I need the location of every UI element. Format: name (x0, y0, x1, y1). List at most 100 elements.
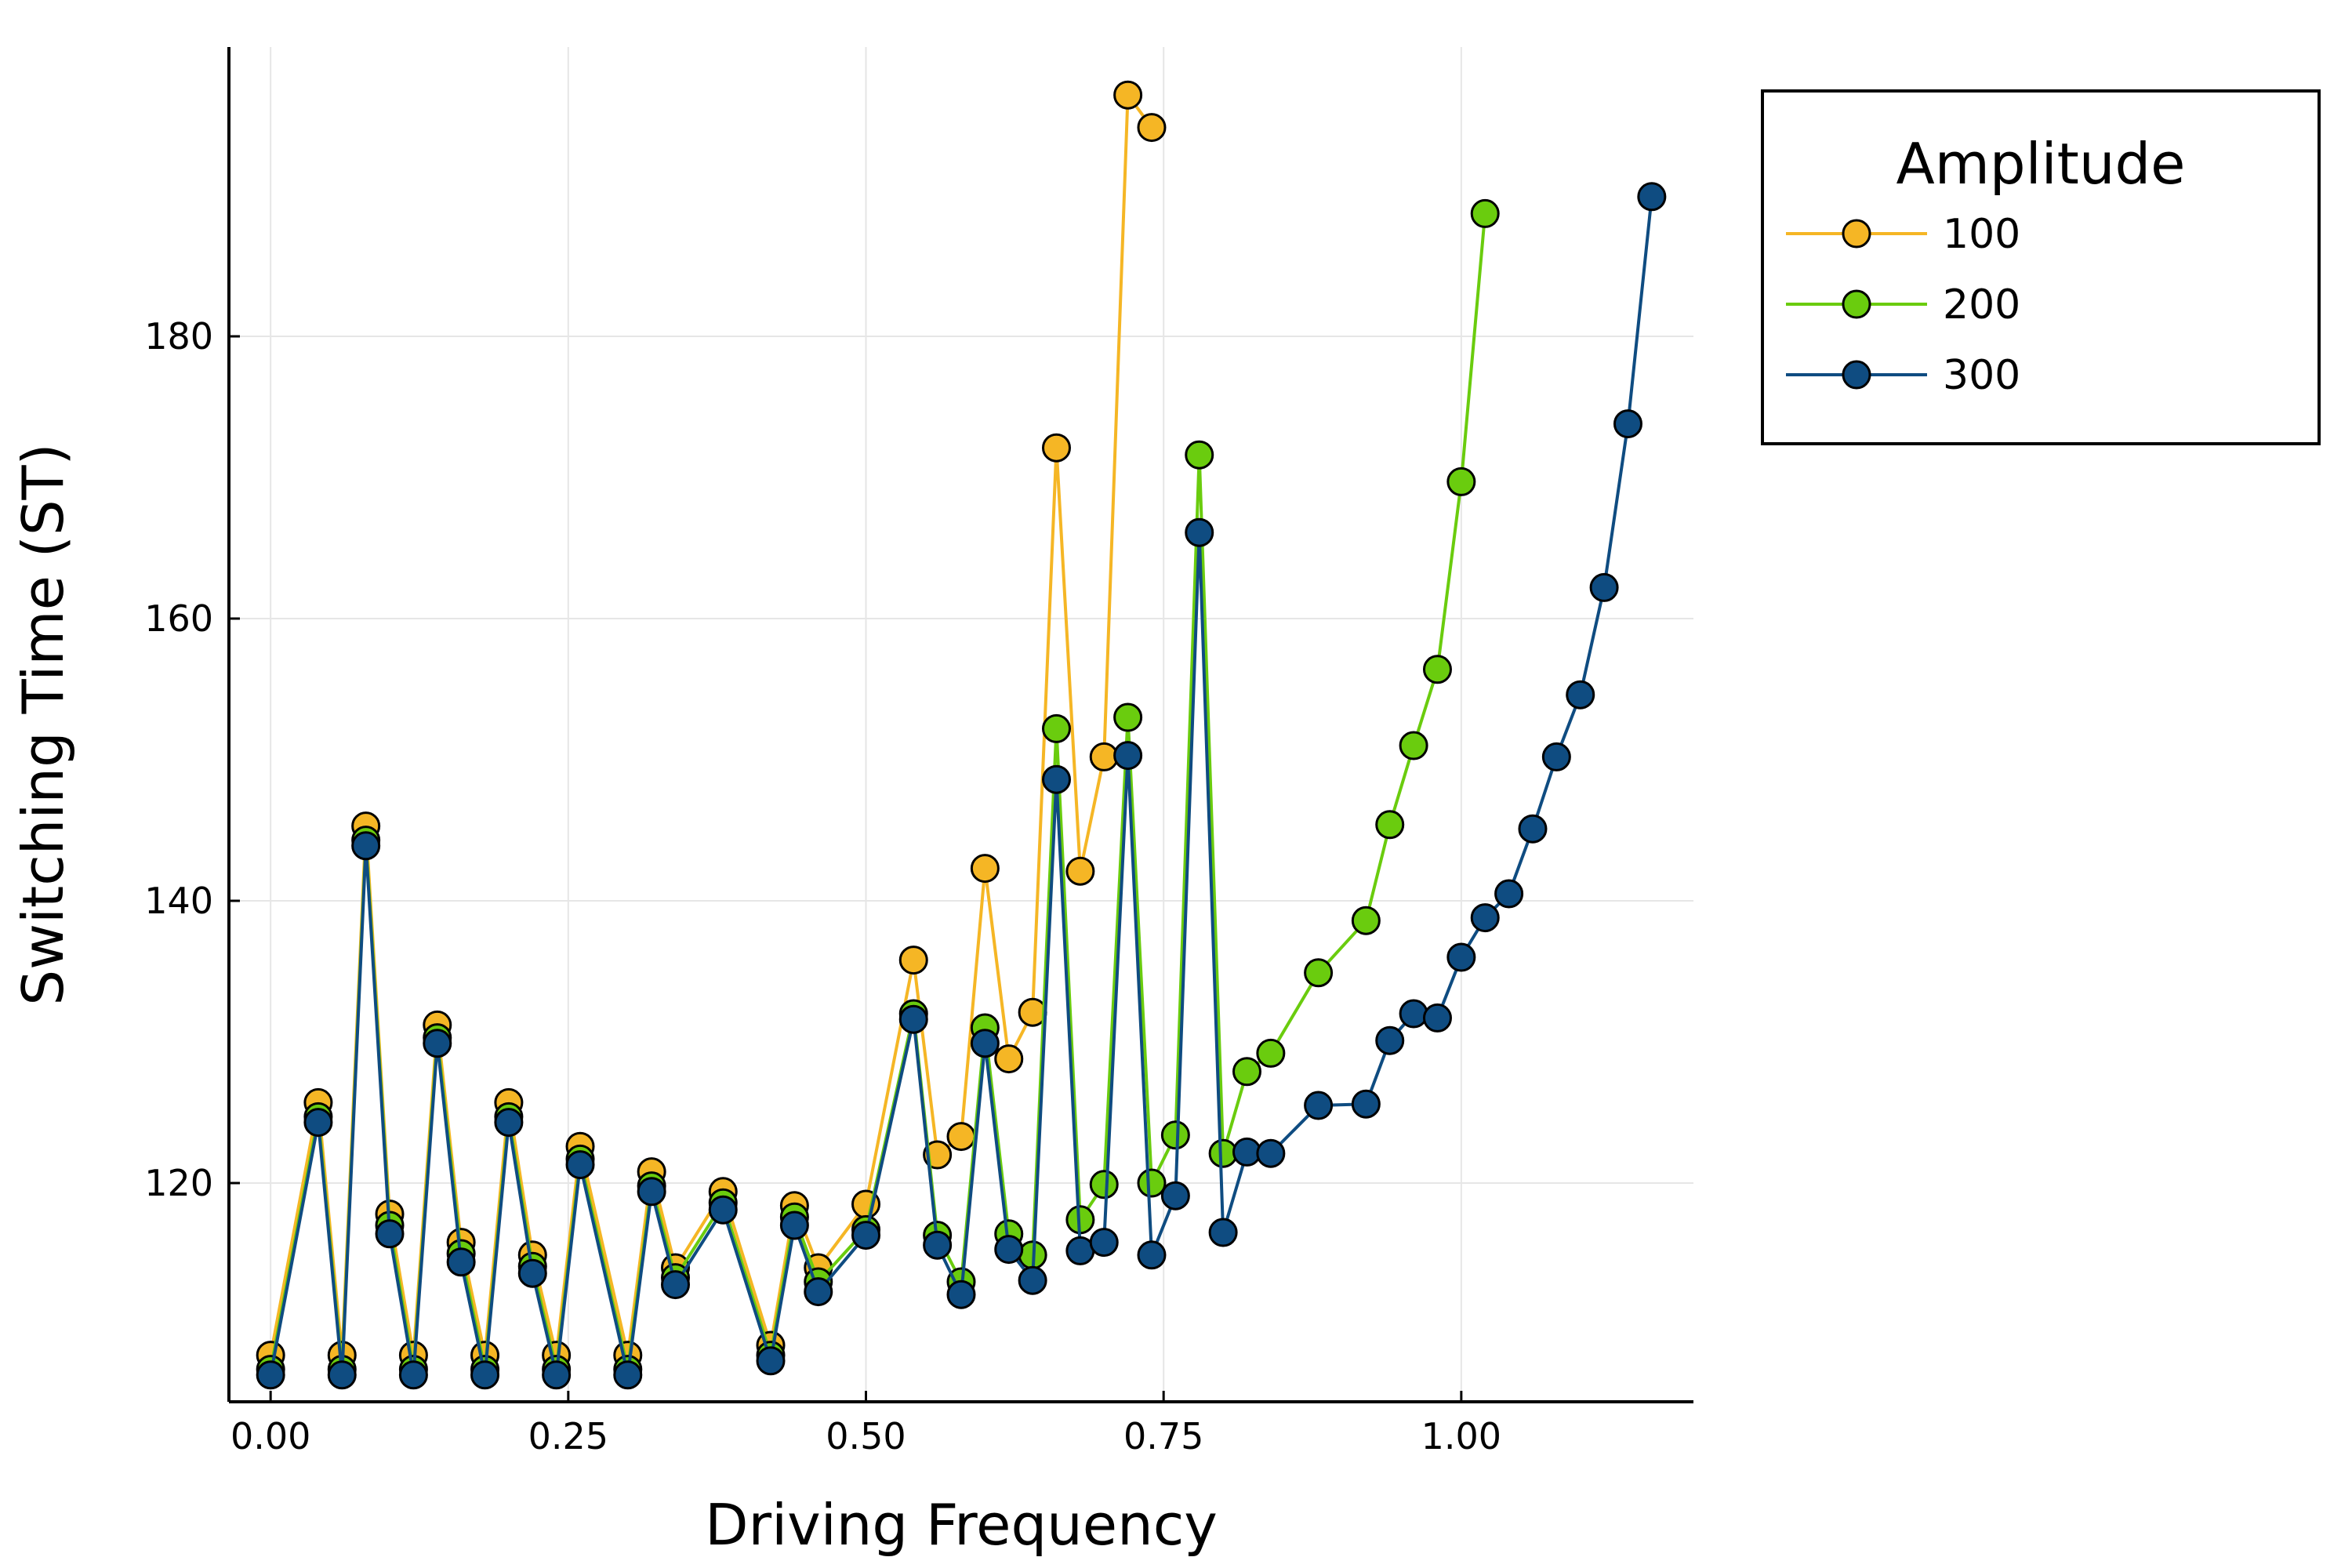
data-point (327, 1360, 357, 1390)
data-point (708, 1195, 738, 1225)
data-point (1422, 1003, 1452, 1033)
data-point (1613, 409, 1642, 439)
x-tick-label: 0.50 (826, 1415, 906, 1457)
data-point (1375, 810, 1405, 840)
data-point (1185, 517, 1214, 547)
y-tick-label: 140 (144, 880, 213, 922)
legend-title: Amplitude (1896, 131, 2186, 197)
data-point (970, 1029, 1000, 1058)
data-point (946, 1122, 976, 1152)
legend-swatch-marker (1842, 289, 1871, 319)
legend-label: 200 (1943, 281, 2020, 328)
data-point (898, 1004, 928, 1034)
data-point (1351, 1089, 1381, 1119)
data-point (1041, 764, 1071, 794)
data-point (1208, 1138, 1238, 1168)
data-point (1351, 906, 1381, 935)
data-point (398, 1360, 428, 1390)
data-point (1232, 1137, 1261, 1167)
axes: 0.00 0.25 0.50 0.75 1.00 120 140 160 180 (144, 47, 1693, 1457)
data-point (1113, 702, 1143, 732)
legend-label: 300 (1943, 352, 2020, 399)
x-tick-label: 0.25 (528, 1415, 608, 1457)
data-point (1113, 741, 1143, 771)
data-point (994, 1044, 1024, 1074)
data-point (1089, 1170, 1119, 1200)
legend-label: 100 (1943, 211, 2020, 258)
data-point (1375, 1025, 1405, 1055)
data-point (1041, 433, 1071, 463)
data-point (1446, 942, 1476, 972)
data-point (303, 1108, 333, 1138)
y-axis-title: Switching Time (ST) (10, 443, 76, 1005)
data-point (1518, 814, 1548, 844)
data-point (470, 1360, 500, 1390)
data-point (970, 854, 1000, 884)
data-point (804, 1277, 833, 1307)
data-point (1160, 1120, 1190, 1150)
data-point (1041, 713, 1071, 743)
data-point (1399, 731, 1428, 760)
data-point (946, 1279, 976, 1309)
data-point (1637, 182, 1667, 212)
grid (229, 47, 1693, 1402)
data-point (661, 1270, 691, 1300)
series-line-300 (269, 196, 1653, 1377)
data-point (1089, 1228, 1119, 1258)
legend-swatch-marker (1842, 219, 1871, 249)
data-point (1208, 1218, 1238, 1247)
y-tick-label: 180 (144, 315, 213, 358)
data-point (1304, 958, 1334, 988)
data-point (994, 1235, 1024, 1265)
data-point (1137, 1240, 1167, 1270)
data-point (1256, 1038, 1286, 1068)
data-point (1232, 1057, 1261, 1087)
data-point (1304, 1091, 1334, 1120)
data-point (1494, 879, 1524, 909)
data-point (517, 1258, 547, 1288)
data-point (542, 1360, 572, 1390)
data-point (1446, 466, 1476, 496)
data-point (613, 1360, 643, 1390)
data-point (1541, 742, 1571, 771)
data-point (494, 1108, 524, 1138)
series-300 (256, 182, 1667, 1390)
data-point (1089, 742, 1119, 771)
data-point (898, 946, 928, 975)
data-point (779, 1210, 809, 1240)
series-line-100 (269, 93, 1153, 1357)
data-point (565, 1150, 595, 1180)
data-point (1566, 680, 1595, 710)
data-point (756, 1346, 786, 1376)
series-100 (256, 80, 1167, 1370)
data-point (423, 1029, 452, 1058)
data-point (351, 831, 381, 861)
y-tick-label: 120 (144, 1162, 213, 1204)
data-point (1137, 1168, 1167, 1198)
data-point (1256, 1138, 1286, 1168)
data-point (851, 1221, 881, 1250)
x-axis-title: Driving Frequency (705, 1492, 1218, 1558)
data-point (1137, 113, 1167, 143)
y-tick-label: 160 (144, 597, 213, 640)
x-tick-label: 0.00 (230, 1415, 310, 1457)
data-point (1065, 856, 1095, 886)
data-point (1470, 198, 1500, 228)
data-point (1185, 440, 1214, 470)
legend-swatch-marker (1842, 360, 1871, 390)
data-point (1065, 1236, 1095, 1265)
data-point (637, 1177, 666, 1207)
data-point (923, 1230, 953, 1260)
data-point (1422, 655, 1452, 684)
data-point (1589, 572, 1619, 602)
data-point (256, 1360, 285, 1390)
data-point (1470, 903, 1500, 933)
x-tick-label: 1.00 (1421, 1415, 1501, 1457)
data-point (1160, 1181, 1190, 1210)
legend: Amplitude 100 200 300 (1761, 89, 2321, 445)
data-point (1113, 80, 1143, 110)
data-point (1018, 1265, 1047, 1295)
data-point (446, 1247, 476, 1277)
x-tick-label: 0.75 (1123, 1415, 1203, 1457)
